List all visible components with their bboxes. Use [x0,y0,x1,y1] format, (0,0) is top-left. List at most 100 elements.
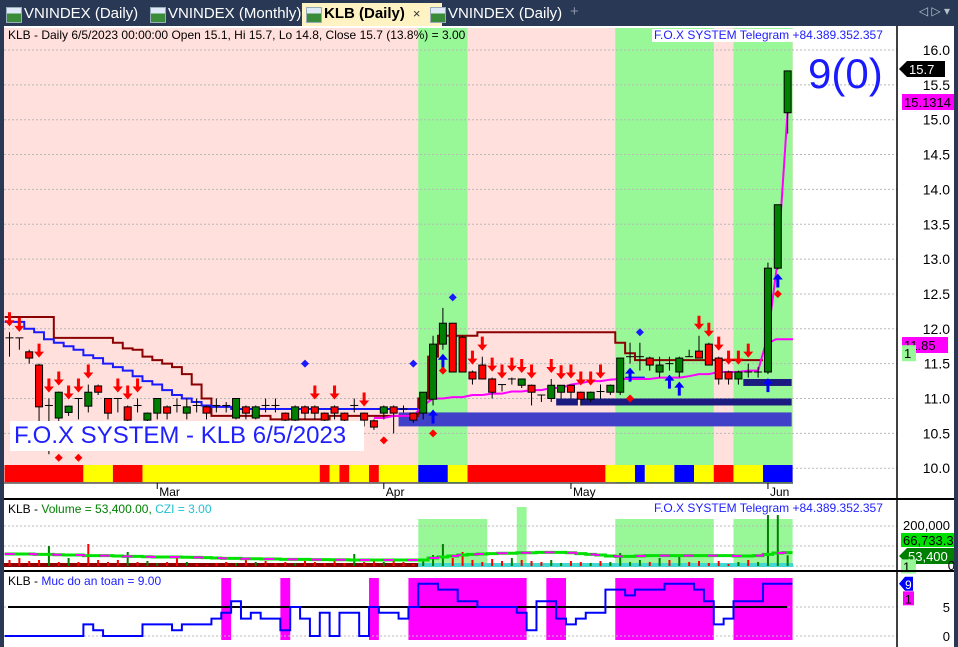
sell-arrow-icon [477,336,488,351]
trend-strip-segment [467,465,606,482]
sell-arrow-icon [497,364,507,379]
support-band [398,412,792,427]
volume-ma-line [4,550,793,562]
bullish-zone [733,28,793,483]
sell-arrow-icon [112,378,123,393]
sell-arrow-icon [546,358,557,373]
candle-body [84,391,93,407]
candle-body [123,406,132,421]
tab-vnindex-daily[interactable]: VNINDEX (Daily) [2,3,164,26]
sell-arrow-icon [733,350,744,365]
sell-arrow-icon [565,364,576,379]
volume-tag-label: 1 [903,559,910,574]
sell-arrow-icon [467,350,478,365]
candle-body [310,406,319,414]
volume-pane-title: KLB - Volume = 53,400.00, CZI = 3.00 [8,502,212,516]
tab-label: KLB (Daily) [324,5,405,22]
title-prefix: KLB - [8,502,41,516]
buy-arrow-icon [762,378,773,393]
candle-body [527,384,536,393]
candle-body [695,350,703,359]
sell-arrow-icon [4,312,15,327]
safety-tag [903,591,914,606]
candle-body [724,371,733,380]
candle-body [182,406,191,414]
candle-body [379,406,388,414]
candle-body [438,322,447,345]
candle-body [517,378,526,386]
y-tick-label: 16.0 [923,42,950,58]
sell-arrow-icon [516,358,527,373]
candle-body [458,336,467,373]
tab-scroll-icons[interactable]: ◁ ▷ ▾ [918,4,950,18]
tab-vnindex-monthly[interactable]: VNINDEX (Monthly) [146,3,320,26]
trend-strip-segment [142,465,320,482]
credit-bg [652,29,888,42]
sell-arrow-icon [34,343,45,358]
tab-label: VNINDEX (Daily) [24,5,139,22]
y-tick-label: 10.0 [923,460,950,476]
candle-body [94,385,103,393]
red-dot-icon [429,429,438,438]
sell-arrow-icon [575,371,586,386]
trend-strip-segment [634,465,645,482]
safe-zone [408,578,527,640]
tab-klb-daily[interactable]: KLB (Daily) × [302,3,442,26]
y-tick-label: 15.0 [923,112,950,128]
y-tick-label: 5 [943,600,950,615]
trend-strip-segment [447,465,468,482]
volume-tag-label: 66,733.3 [903,533,954,548]
candle-body [163,406,172,414]
tab-label: VNINDEX (Daily) [448,5,563,22]
volume-tag [901,559,916,574]
candle-body [369,420,378,428]
y-tick-label: 12.0 [923,321,950,337]
sell-arrow-icon [743,343,754,358]
y-tick-label: 200,000 [903,518,950,533]
title-series: Muc do an toan = 9.00 [41,574,161,588]
buy-arrow-icon [437,353,448,368]
price-pane-title: KLB - Daily 6/5/2023 00:00:00 Open 15.1,… [8,28,466,42]
credit-bg [652,502,888,515]
candle-body [714,357,723,380]
title-prefix: KLB - [8,574,41,588]
candle-body [763,267,772,373]
candle-body [64,405,73,413]
sell-arrow-icon [556,365,567,380]
credit-text: F.O.X SYSTEM Telegram +84.389.352.357 [654,28,883,42]
bullish-zone [733,519,793,566]
buy-arrow-icon [428,409,439,424]
sell-arrow-icon [309,385,320,400]
tab-bar: VNINDEX (Daily) VNINDEX (Monthly) KLB (D… [0,0,958,26]
sell-arrow-icon [359,392,370,407]
y-tick-label: 13.5 [923,216,950,232]
candle-body [419,391,428,414]
add-tab-icon[interactable]: + [570,3,579,20]
candle-body [675,357,684,373]
trend-strip-segment [112,465,143,482]
candle-body [301,406,309,414]
chart-window[interactable]: 10.0 10.5 11.0 11.5 12.0 12.5 13.0 13.5 14.0 14.5… [0,26,958,647]
candle-body [616,357,625,393]
big-label: 9(0) [808,50,883,97]
tab-vnindex-daily-2[interactable]: VNINDEX (Daily) [426,3,588,26]
sell-arrow-icon [595,364,606,379]
candle-body [478,364,487,380]
safe-zone [280,578,291,640]
safe-zone [369,578,379,640]
bullish-zone [516,507,527,566]
price-tag [902,94,958,110]
trend-strip-segment [83,465,113,482]
close-tab-icon[interactable]: × [412,6,421,21]
candle-body [547,384,556,399]
red-dot-icon [773,289,782,298]
candle-body [25,351,34,359]
sell-arrow-icon [526,364,537,379]
price-pane[interactable]: 10.0 10.5 11.0 11.5 12.0 12.5 13.0 13.5 14.0 14.5… [4,28,958,499]
title-volume: Volume = 53,400.00, [41,502,155,516]
czi-strip [4,563,419,567]
chart-icon [6,7,22,23]
bullish-zone [615,519,714,566]
